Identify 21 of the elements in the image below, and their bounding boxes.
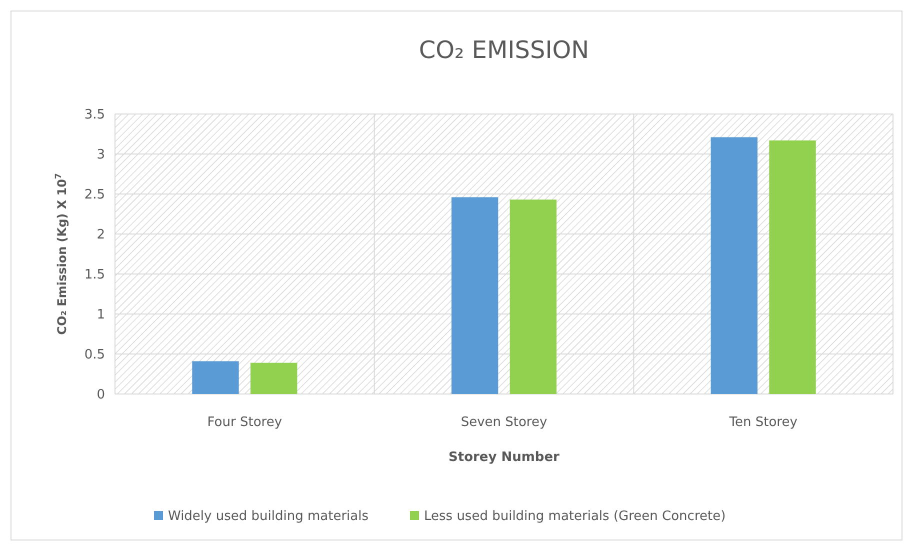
- y-tick-label: 2: [96, 228, 105, 243]
- y-tick-label: 0: [96, 388, 105, 403]
- x-tick-label: Seven Storey: [460, 415, 548, 430]
- x-tick-label: Four Storey: [207, 415, 282, 430]
- x-axis-title: Storey Number: [448, 450, 560, 465]
- bar: [250, 362, 298, 394]
- bar: [769, 140, 816, 394]
- y-tick-label: 3: [96, 148, 105, 163]
- y-tick-label: 3.5: [84, 108, 105, 123]
- bar: [710, 137, 758, 394]
- legend-label: Less used building materials (Green Concrete): [424, 509, 726, 524]
- chart-title: CO₂ EMISSION: [418, 36, 590, 64]
- y-tick-label: 1: [96, 308, 105, 323]
- y-tick-label: 2.5: [84, 188, 105, 203]
- y-tick-label: 0.5: [84, 348, 105, 363]
- bar: [451, 197, 498, 394]
- bar: [510, 200, 557, 394]
- y-tick-label: 1.5: [84, 268, 105, 283]
- x-tick-label: Ten Storey: [728, 415, 798, 430]
- bar: [192, 361, 239, 394]
- legend-label: Widely used building materials: [168, 509, 369, 524]
